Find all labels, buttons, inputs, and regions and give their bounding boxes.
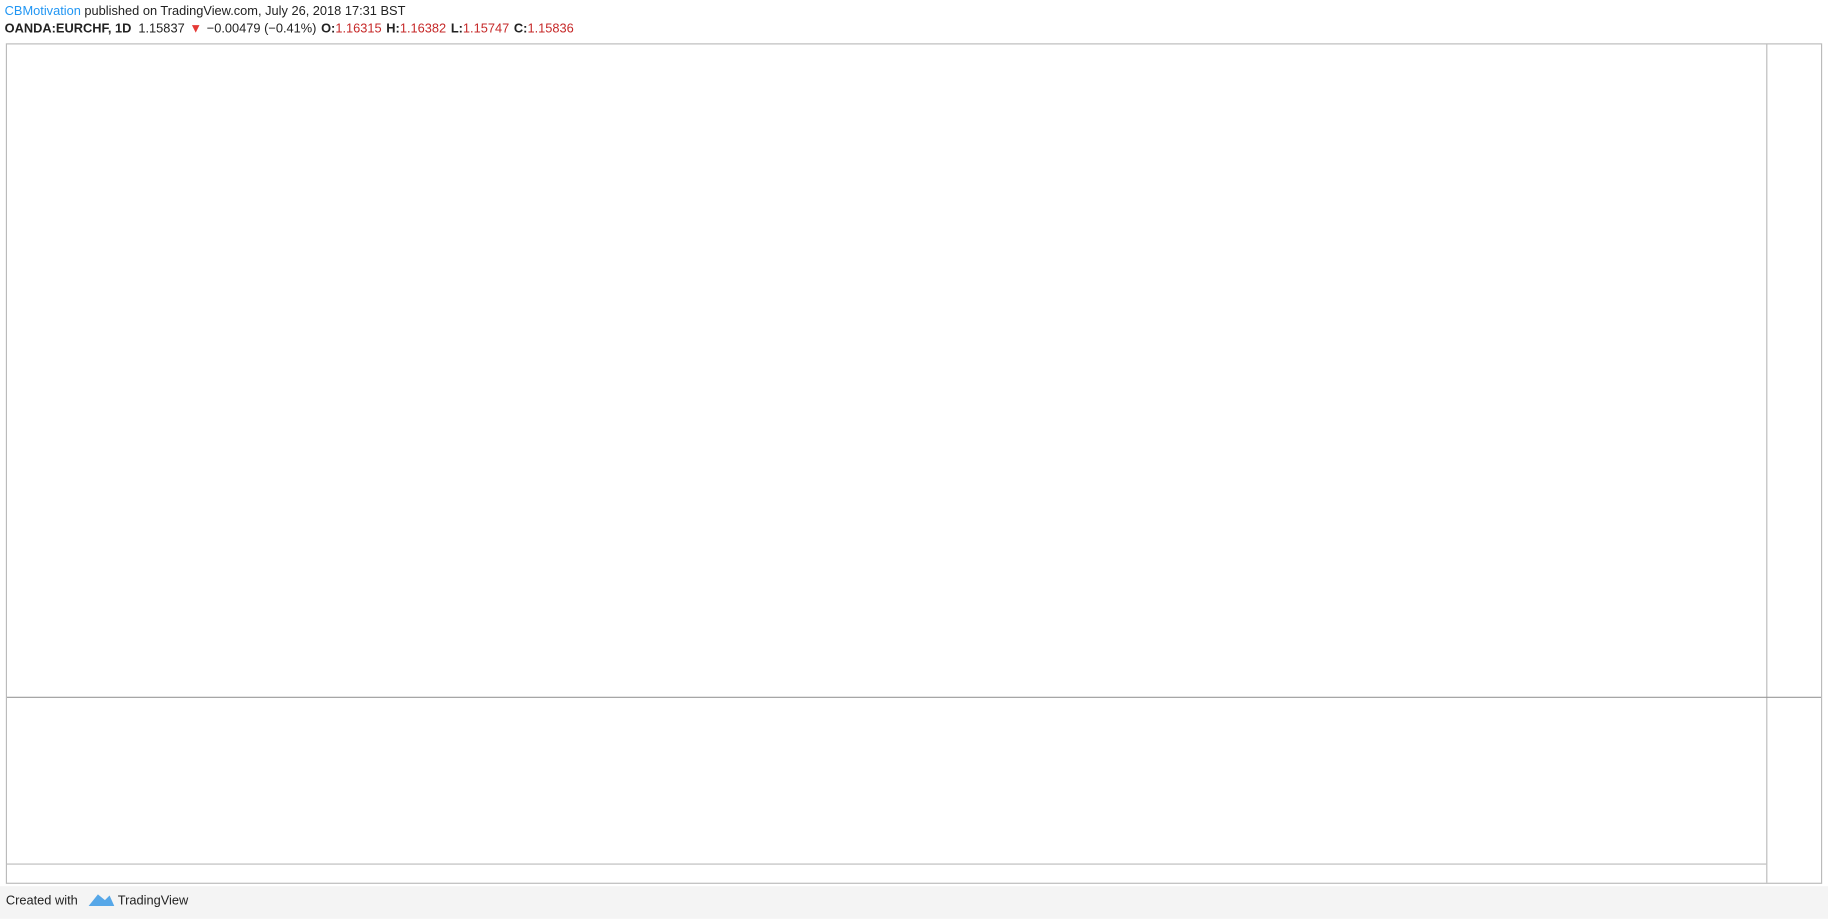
c-value: 1.15836 bbox=[527, 21, 573, 36]
change: −0.00479 (−0.41%) bbox=[207, 21, 317, 36]
last: 1.15837 bbox=[138, 21, 184, 36]
published-text: published on TradingView.com, July 26, 2… bbox=[81, 3, 406, 18]
o-label: O: bbox=[321, 21, 335, 36]
l-label: L: bbox=[451, 21, 463, 36]
h-label: H: bbox=[386, 21, 400, 36]
brand-logo bbox=[88, 894, 115, 907]
c-label: C: bbox=[514, 21, 528, 36]
arrow: ▼ bbox=[189, 21, 202, 36]
publisher: CBMotivation bbox=[5, 3, 81, 18]
header-line-2: OANDA:EURCHF, 1D 1.15837 ▼ −0.00479 (−0.41%… bbox=[5, 21, 574, 36]
footer-bg bbox=[0, 886, 1828, 919]
symbol: OANDA:EURCHF, 1D bbox=[5, 21, 132, 36]
footer-text: Created with bbox=[6, 893, 78, 908]
h-value: 1.16382 bbox=[400, 21, 446, 36]
brand: TradingView bbox=[118, 893, 189, 908]
header-line-1: CBMotivation published on TradingView.co… bbox=[5, 3, 406, 18]
frame bbox=[5, 43, 1823, 884]
o-value: 1.16315 bbox=[335, 21, 381, 36]
l-value: 1.15747 bbox=[463, 21, 509, 36]
